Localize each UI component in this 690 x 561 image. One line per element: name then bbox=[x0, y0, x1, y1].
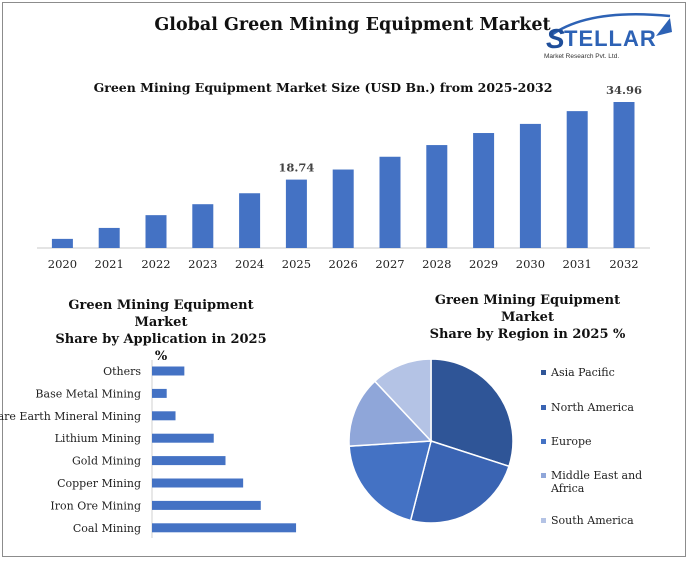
x-tick-label-2025: 2025 bbox=[282, 257, 311, 271]
bar-2021 bbox=[98, 227, 120, 248]
x-tick-label-2031: 2031 bbox=[563, 257, 592, 271]
legend-swatch-north-america bbox=[541, 405, 546, 410]
hbar-copper-mining bbox=[152, 478, 244, 488]
bar-2023 bbox=[192, 204, 214, 248]
category-label-rare-earth-mineral-mining: Rare Earth Mineral Mining bbox=[0, 410, 141, 423]
stellar-logo: S TELLAR Market Research Pvt. Ltd. bbox=[544, 13, 672, 60]
hbar-base-metal-mining bbox=[152, 388, 167, 398]
category-label-others: Others bbox=[103, 365, 141, 378]
bar-2030 bbox=[519, 123, 541, 248]
svg-text:TELLAR: TELLAR bbox=[564, 26, 657, 51]
x-tick-label-2027: 2027 bbox=[375, 257, 404, 271]
legend-item-north-america: North America bbox=[541, 401, 681, 414]
x-tick-label-2021: 2021 bbox=[95, 257, 124, 271]
hbar-others bbox=[152, 366, 185, 376]
category-label-lithium-mining: Lithium Mining bbox=[55, 432, 141, 445]
logo-swoosh bbox=[549, 13, 671, 38]
bar-2031 bbox=[566, 111, 588, 248]
application-title-line-1: Green Mining Equipment Market bbox=[68, 298, 254, 330]
x-tick-label-2026: 2026 bbox=[329, 257, 358, 271]
region-chart-title: Green Mining Equipment Market Share by R… bbox=[415, 292, 640, 343]
hbar-rare-earth-mineral-mining bbox=[152, 411, 176, 421]
pie-slice-north-america bbox=[409, 440, 510, 524]
x-tick-label-2028: 2028 bbox=[422, 257, 451, 271]
legend-swatch-south-america bbox=[541, 518, 546, 523]
data-label-2032: 34.96 bbox=[606, 83, 642, 97]
application-title-line-2: Share by Application in 2025 % bbox=[55, 332, 267, 364]
category-label-coal-mining: Coal Mining bbox=[73, 522, 141, 535]
bar-2024 bbox=[239, 193, 261, 248]
category-label-iron-ore-mining: Iron Ore Mining bbox=[50, 499, 141, 512]
category-label-gold-mining: Gold Mining bbox=[72, 455, 141, 468]
legend-label-north-america-line-1: North America bbox=[551, 401, 634, 414]
legend-label-middle-east-and-africa-line-2: Africa bbox=[551, 482, 585, 495]
bar-2025 bbox=[285, 179, 307, 248]
svg-text:Market Research Pvt. Ltd.: Market Research Pvt. Ltd. bbox=[544, 53, 619, 60]
bar-2022 bbox=[145, 215, 167, 248]
legend-item-south-america: South America bbox=[541, 514, 681, 527]
region-title-line-1: Green Mining Equipment Market bbox=[434, 293, 621, 325]
x-tick-label-2032: 2032 bbox=[609, 257, 638, 271]
hbar-iron-ore-mining bbox=[152, 500, 261, 510]
pie-slice-europe bbox=[348, 440, 432, 522]
bar-2026 bbox=[332, 169, 354, 248]
hbar-gold-mining bbox=[152, 456, 226, 466]
bar-chart-title: Green Mining Equipment Market Size (USD … bbox=[93, 80, 553, 95]
legend-swatch-middle-east-and-africa bbox=[541, 473, 546, 478]
hbar-lithium-mining bbox=[152, 433, 214, 443]
pie-slice-south-america bbox=[373, 358, 432, 443]
legend-label-middle-east-and-africa-line-1: Middle East and bbox=[551, 469, 643, 482]
x-tick-label-2023: 2023 bbox=[188, 257, 217, 271]
bar-2027 bbox=[379, 156, 401, 248]
logo-arrow bbox=[656, 18, 672, 36]
legend-label-south-america-line-1: South America bbox=[551, 514, 634, 527]
category-label-copper-mining: Copper Mining bbox=[57, 477, 141, 490]
page-title: Global Green Mining Equipment Market bbox=[154, 15, 551, 35]
pie-slice-asia-pacific bbox=[430, 358, 514, 468]
bar-2029 bbox=[473, 133, 495, 248]
region-title-line-2: Share by Region in 2025 % bbox=[429, 327, 626, 342]
bar-2028 bbox=[426, 145, 448, 248]
pie-slice-middle-east-and-africa bbox=[348, 380, 433, 447]
legend-swatch-asia-pacific bbox=[541, 370, 546, 375]
legend-label-asia-pacific-line-1: Asia Pacific bbox=[551, 366, 615, 379]
legend-item-middle-east-and-africa: Middle East and Africa bbox=[541, 469, 681, 495]
application-chart-title: Green Mining Equipment Market Share by A… bbox=[55, 297, 267, 365]
x-tick-label-2024: 2024 bbox=[235, 257, 264, 271]
x-tick-label-2020: 2020 bbox=[48, 257, 77, 271]
x-tick-label-2030: 2030 bbox=[516, 257, 545, 271]
svg-text:S: S bbox=[546, 23, 565, 54]
region-legend: Asia Pacific North America Europe Middle Ea… bbox=[541, 366, 681, 527]
bar-2020 bbox=[51, 238, 73, 248]
bar-2032 bbox=[613, 102, 635, 248]
data-label-2025: 18.74 bbox=[278, 161, 314, 175]
category-label-base-metal-mining: Base Metal Mining bbox=[35, 387, 141, 400]
x-tick-label-2029: 2029 bbox=[469, 257, 498, 271]
legend-swatch-europe bbox=[541, 439, 546, 444]
hbar-coal-mining bbox=[152, 523, 297, 533]
legend-item-europe: Europe bbox=[541, 435, 681, 448]
x-tick-label-2022: 2022 bbox=[141, 257, 170, 271]
legend-label-europe-line-1: Europe bbox=[551, 435, 592, 448]
legend-item-asia-pacific: Asia Pacific bbox=[541, 366, 681, 379]
